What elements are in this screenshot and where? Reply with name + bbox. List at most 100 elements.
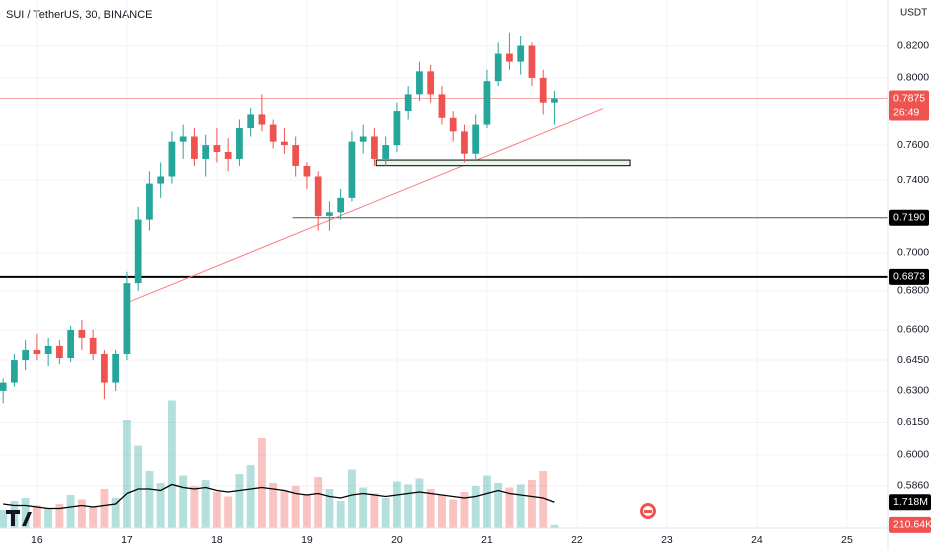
logo[interactable] xyxy=(6,510,32,526)
candle-body xyxy=(438,94,446,118)
volume-bar xyxy=(179,475,188,528)
volume-readout-label: 210.64K xyxy=(893,519,932,531)
x-tick-label: 25 xyxy=(841,534,853,546)
candle-body xyxy=(393,111,401,146)
volume-bar xyxy=(32,505,41,528)
candle-body xyxy=(292,145,300,166)
candle-body xyxy=(506,53,513,62)
x-tick-label: 19 xyxy=(301,534,313,546)
candle-body xyxy=(427,71,435,95)
candle-body xyxy=(224,152,232,159)
y-tick-label: 0.8200 xyxy=(897,39,929,51)
trendline xyxy=(126,108,604,304)
level-label-box xyxy=(889,209,929,226)
candle-body xyxy=(348,141,356,198)
candle-body xyxy=(416,71,423,95)
volume-bar xyxy=(302,495,311,528)
level-label-box xyxy=(889,268,929,285)
candle-body xyxy=(0,382,7,391)
candle-body xyxy=(101,353,108,383)
y-tick-label: 0.6300 xyxy=(897,385,929,397)
volume-bar xyxy=(494,483,503,528)
volume-bar xyxy=(370,493,379,528)
last-price-box xyxy=(889,90,929,121)
volume-bar xyxy=(100,489,109,528)
volume-bar xyxy=(314,477,323,528)
event-icon[interactable] xyxy=(640,503,656,519)
volume-bar xyxy=(77,499,86,528)
volume-readout-label: 1.718M xyxy=(893,496,928,508)
candle-body xyxy=(371,136,378,159)
volume-bar xyxy=(167,400,176,528)
volume-bar xyxy=(145,471,154,528)
volume-bar xyxy=(201,480,210,528)
candle-body xyxy=(33,349,41,354)
x-tick-label: 24 xyxy=(751,534,763,546)
volume-bar xyxy=(449,499,458,528)
volume-bar xyxy=(550,524,559,528)
volume-bar xyxy=(257,438,266,528)
volume-bar xyxy=(426,489,435,528)
volume-bar xyxy=(359,487,368,528)
volume-bar xyxy=(392,481,401,528)
volume-bar xyxy=(527,480,536,528)
volume-bar xyxy=(347,469,356,528)
y-tick-label: 0.7400 xyxy=(897,174,929,186)
y-tick-label: 0.6800 xyxy=(897,285,929,297)
volume-bar xyxy=(280,490,289,528)
level-label: 0.7190 xyxy=(893,212,925,224)
y-tick-label: 0.5860 xyxy=(897,480,929,492)
candle-body xyxy=(78,329,86,338)
candle-body xyxy=(56,345,63,359)
volume-bar xyxy=(404,484,413,528)
volume-bar xyxy=(505,487,514,528)
chart-title: SUI / TetherUS, 30, BINANCE xyxy=(6,9,153,21)
candle-body xyxy=(11,360,18,383)
candle-body xyxy=(247,114,255,128)
countdown-label: 26:49 xyxy=(893,106,919,118)
volume-bar xyxy=(122,420,131,528)
x-tick-label: 21 xyxy=(481,534,493,546)
volume-bar xyxy=(460,492,469,528)
volume-readout-box xyxy=(889,494,931,511)
volume-bar xyxy=(539,471,548,528)
last-price-label: 0.7875 xyxy=(893,92,925,104)
volume-bar xyxy=(381,498,390,528)
y-tick-label: 0.6450 xyxy=(897,354,929,366)
volume-bar xyxy=(471,486,480,528)
plot xyxy=(0,0,888,528)
candle-body xyxy=(191,136,198,159)
candle-body xyxy=(494,53,502,82)
volume-bar xyxy=(437,495,446,528)
volume-bar xyxy=(55,504,64,528)
candle-body xyxy=(213,145,221,153)
y-tick-label: 0.7600 xyxy=(897,139,929,151)
volume-bar xyxy=(111,498,120,528)
y-tick-label: 0.6150 xyxy=(897,416,929,428)
candle-body xyxy=(528,45,536,78)
candle-body xyxy=(258,114,266,125)
volume-bar xyxy=(415,478,424,528)
candle-body xyxy=(326,212,333,216)
candle-body xyxy=(168,141,176,177)
volume-bar xyxy=(44,508,53,528)
candle-body xyxy=(281,141,288,146)
volume-bar xyxy=(212,492,221,528)
currency-label: USDT xyxy=(900,8,927,19)
candle-body xyxy=(22,349,30,361)
y-tick-label: 0.6000 xyxy=(897,449,929,461)
volume-bar xyxy=(336,501,345,528)
candle-body xyxy=(123,283,131,354)
volume-bar xyxy=(235,474,244,528)
x-tick-label: 18 xyxy=(211,534,223,546)
candle-body xyxy=(483,81,491,125)
volume-bar xyxy=(89,507,98,528)
volume-bar xyxy=(21,498,30,528)
candle-body xyxy=(112,353,120,383)
y-tick-label: 0.6600 xyxy=(897,324,929,336)
x-tick-label: 16 xyxy=(31,534,43,546)
volume-readout-box xyxy=(889,516,931,533)
volume-bar xyxy=(516,484,525,528)
